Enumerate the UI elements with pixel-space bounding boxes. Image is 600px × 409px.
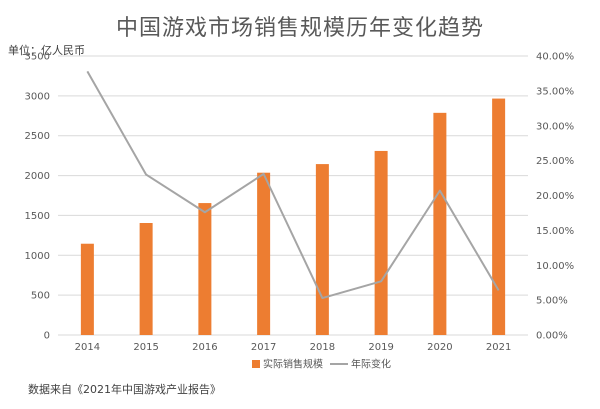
left-tick-label: 3500 [25, 52, 50, 63]
bar [492, 99, 505, 335]
source-note: 数据来自《2021年中国游戏产业报告》 [28, 381, 221, 397]
left-tick-label: 0 [44, 331, 50, 342]
left-tick-label: 1500 [25, 211, 50, 222]
right-axis-ticks: 0.00% 5.00% 10.00% 15.00% 20.00% 25.00% 30.00%… [536, 52, 574, 342]
bar [316, 164, 329, 335]
left-tick-label: 1000 [25, 251, 50, 262]
right-tick-label: 35.00% [536, 86, 574, 97]
legend-bar-label: 实际销售规模 [263, 358, 323, 371]
legend-bar-swatch [252, 360, 260, 368]
right-tick-label: 15.00% [536, 226, 574, 237]
x-tick-label: 2014 [75, 342, 100, 353]
x-tick-label: 2020 [427, 342, 452, 353]
bar [140, 223, 153, 335]
legend: 实际销售规模 年际变化 [252, 358, 391, 371]
x-tick-label: 2019 [368, 342, 393, 353]
gridlines [58, 56, 528, 335]
x-axis-ticks: 2014 2015 2016 2017 2018 2019 2020 2021 [75, 342, 512, 353]
x-tick-label: 2015 [133, 342, 158, 353]
right-tick-label: 5.00% [536, 296, 568, 307]
left-tick-label: 2000 [25, 171, 50, 182]
right-tick-label: 10.00% [536, 261, 574, 272]
x-tick-label: 2017 [251, 342, 276, 353]
left-tick-label: 2500 [25, 131, 50, 142]
right-tick-label: 40.00% [536, 52, 574, 63]
x-tick-label: 2021 [486, 342, 511, 353]
x-tick-label: 2018 [310, 342, 335, 353]
left-tick-label: 3000 [25, 91, 50, 102]
legend-line-label: 年际变化 [351, 358, 391, 371]
bar [81, 244, 94, 335]
x-tick-label: 2016 [192, 342, 217, 353]
left-axis-ticks: 0 500 1000 1500 2000 2500 3000 3500 [25, 52, 50, 342]
right-tick-label: 20.00% [536, 191, 574, 202]
left-tick-label: 500 [31, 291, 50, 302]
bar [257, 173, 270, 335]
right-tick-label: 30.00% [536, 121, 574, 132]
bar [433, 113, 446, 335]
bar-series [81, 99, 505, 335]
right-tick-label: 0.00% [536, 331, 568, 342]
right-tick-label: 25.00% [536, 156, 574, 167]
bar [375, 151, 388, 335]
bar [198, 203, 211, 335]
